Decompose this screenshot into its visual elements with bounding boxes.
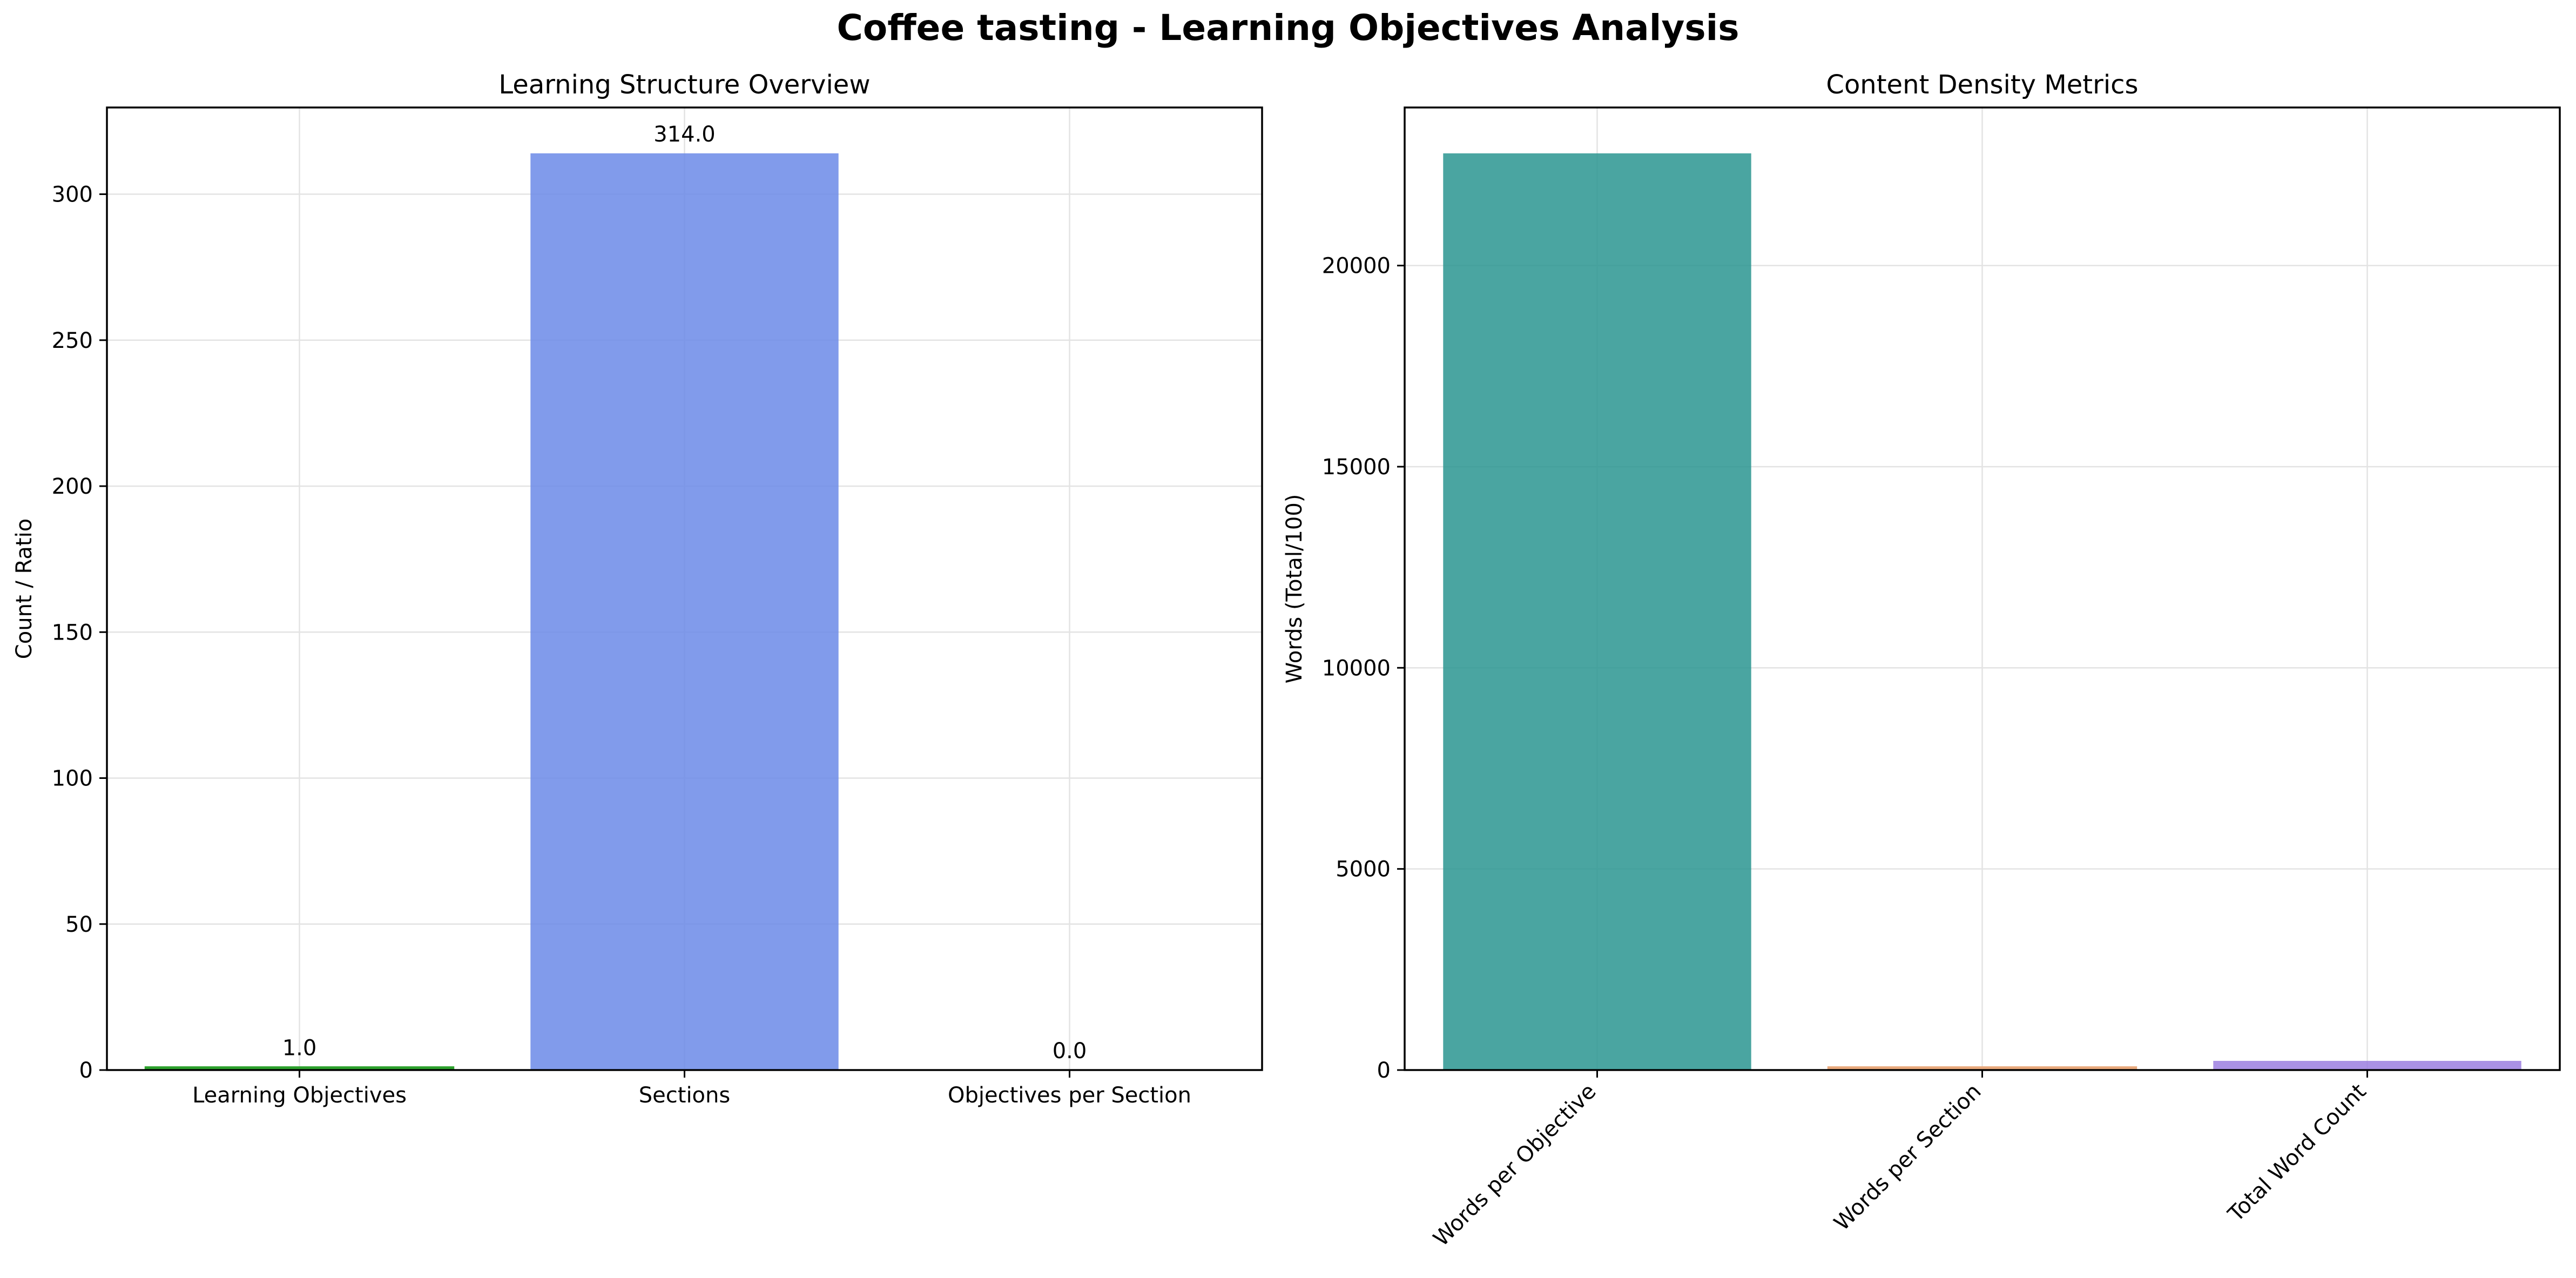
y-tick-label: 100 [52,766,93,791]
bar-value-label: 0.0 [1053,1039,1087,1064]
bar-total-word-count [2213,1061,2521,1070]
chart-title: Content Density Metrics [1826,70,2138,100]
y-tick-label: 0 [1377,1058,1391,1083]
y-tick-label: 5000 [1336,857,1391,882]
x-tick-label: Sections [639,1083,730,1108]
chart-title: Learning Structure Overview [498,70,870,100]
y-tick-label: 0 [79,1058,93,1083]
bar-value-label: 1.0 [282,1036,317,1061]
bar-words-per-objective [1443,153,1751,1071]
y-tick-label: 300 [52,183,93,207]
y-tick-label: 200 [52,474,93,499]
y-tick-label: 15000 [1322,455,1391,480]
y-tick-label: 150 [52,620,93,645]
y-axis-label: Words (Total/100) [1282,494,1307,684]
y-tick-label: 20000 [1322,254,1391,279]
bar-value-label: 314.0 [653,122,716,147]
figure-title: Coffee tasting - Learning Objectives Ana… [837,7,1739,49]
y-tick-label: 250 [52,328,93,353]
chart-learning-structure-overview: 1.0 314.0 0.0 0 50 100 150 200 250 300 Learning Ob… [12,70,1263,1108]
x-tick-label: Learning Objectives [192,1083,407,1108]
x-tick-label: Objectives per Section [948,1083,1191,1108]
bar-sections [530,153,839,1070]
y-tick-label: 10000 [1322,656,1391,681]
y-tick-label: 50 [65,912,93,937]
y-axis-label: Count / Ratio [12,519,37,659]
